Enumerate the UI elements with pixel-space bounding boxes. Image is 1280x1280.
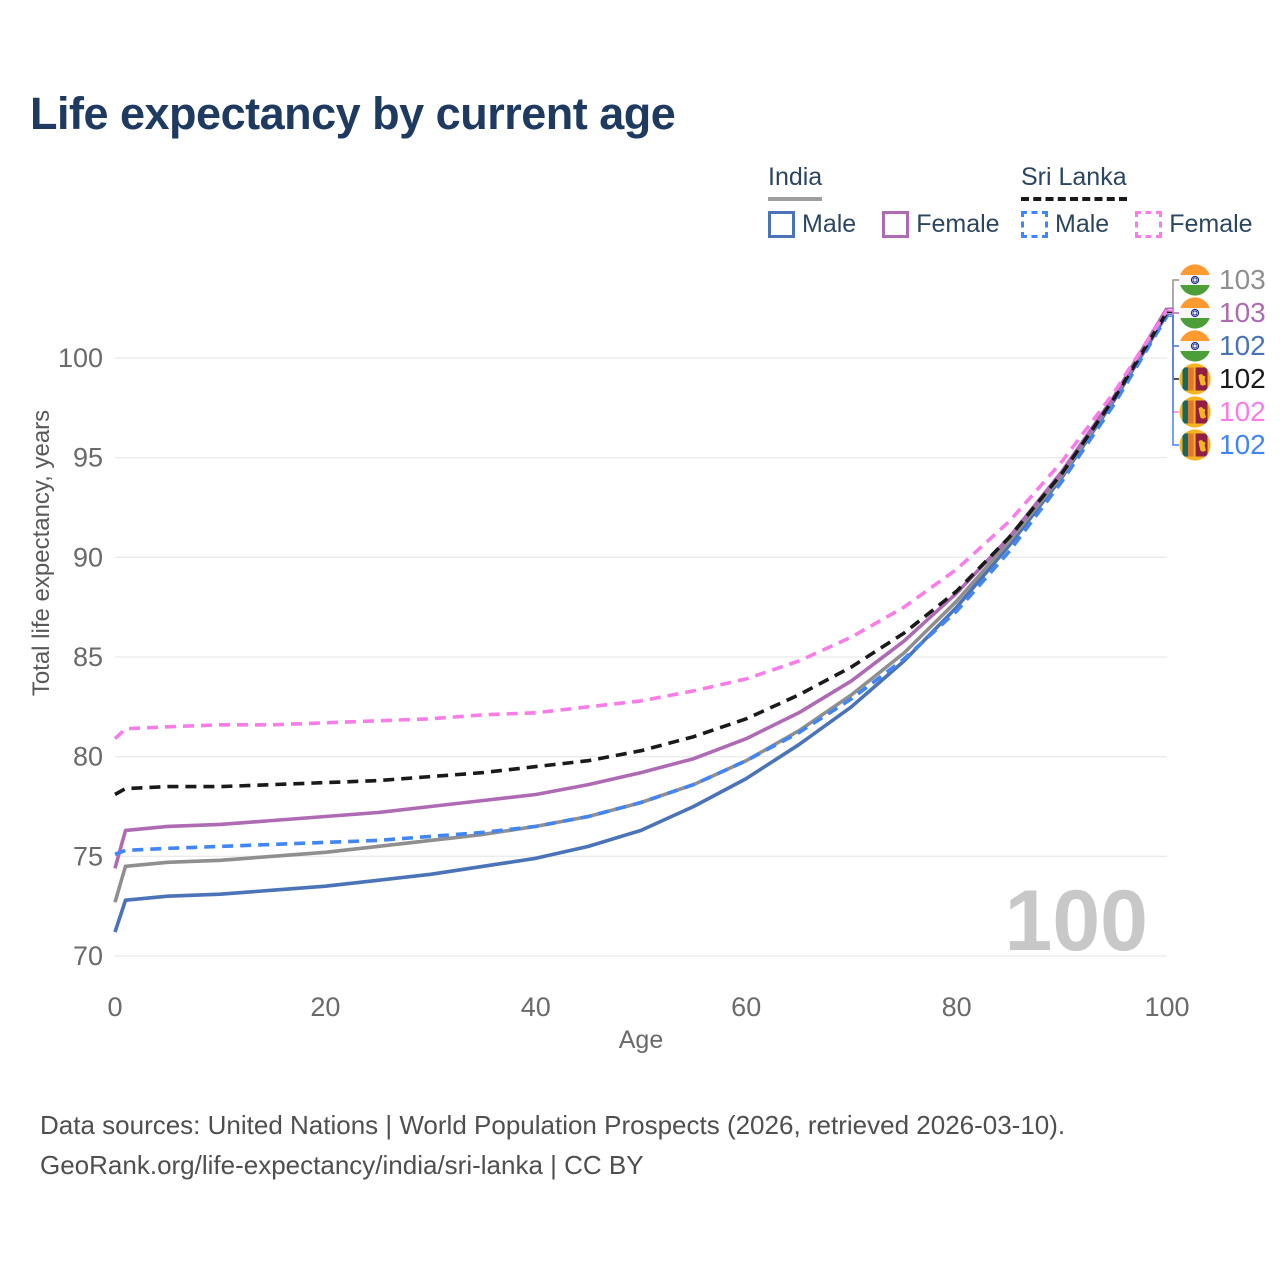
series-line-india-female[interactable]	[113, 307, 1169, 869]
end-label-value: 103	[1219, 297, 1266, 328]
series-line-sri-lanka-total[interactable]	[114, 311, 1169, 797]
legend-sri-lanka-male-text: Male	[1055, 210, 1110, 238]
legend-sri-lanka-label[interactable]: Sri Lanka	[1021, 163, 1127, 201]
sri-lanka-flag-icon	[1179, 396, 1211, 428]
series-line-india-male[interactable]	[113, 313, 1169, 933]
sri-lanka-male-swatch	[1021, 211, 1048, 238]
footer-sources: Data sources: United Nations | World Pop…	[40, 1110, 1066, 1140]
end-label-value: 102	[1219, 396, 1266, 427]
x-tick-0: 0	[107, 992, 122, 1022]
legend-group-sri-lanka: Sri Lanka Male Female	[1021, 163, 1279, 239]
x-tick-100: 100	[1144, 992, 1189, 1022]
footer: Data sources: United Nations | World Pop…	[40, 1105, 1065, 1185]
end-label-india-female: 103	[1179, 297, 1266, 329]
x-tick-60: 60	[731, 992, 761, 1022]
end-label-value: 103	[1219, 264, 1266, 295]
x-tick-20: 20	[310, 992, 340, 1022]
sri-lanka-female-swatch	[1135, 211, 1163, 238]
x-tick-80: 80	[942, 992, 972, 1022]
leader-line-sri-lanka-male	[1167, 315, 1179, 446]
y-tick-100: 100	[58, 343, 103, 373]
end-label-india-total: 103	[1179, 264, 1266, 296]
legend-india-female[interactable]: Female	[882, 210, 1000, 239]
x-axis-title: Age	[618, 1026, 664, 1054]
india-flag-icon	[1179, 297, 1211, 329]
series-line-sri-lanka-male[interactable]	[114, 315, 1169, 856]
legend-india-female-text: Female	[916, 210, 1000, 238]
x-tick-40: 40	[521, 992, 551, 1022]
footer-link: GeoRank.org/life-expectancy/india/sri-la…	[40, 1150, 644, 1180]
legend-india-label[interactable]: India	[768, 163, 823, 201]
end-label-sri-lanka-male: 102	[1179, 429, 1266, 461]
leader-line-india-total	[1167, 279, 1179, 311]
india-flag-icon	[1179, 264, 1211, 296]
y-tick-75: 75	[73, 841, 103, 871]
end-label-value: 102	[1219, 363, 1266, 394]
sri-lanka-flag-icon	[1179, 429, 1211, 461]
legend-group-india: India Male Female	[768, 163, 1026, 239]
y-tick-70: 70	[73, 941, 103, 971]
y-tick-90: 90	[73, 542, 103, 572]
end-label-sri-lanka-female: 102	[1179, 396, 1266, 428]
india-flag-icon	[1179, 330, 1211, 362]
end-label-value: 102	[1219, 330, 1266, 361]
end-label-india-male: 102	[1179, 330, 1266, 362]
y-tick-85: 85	[73, 642, 103, 672]
y-tick-95: 95	[73, 443, 103, 473]
y-tick-80: 80	[73, 742, 103, 772]
legend-india-male-text: Male	[802, 210, 857, 238]
india-female-swatch	[882, 211, 910, 238]
end-label-value: 102	[1219, 429, 1266, 460]
legend-sri-lanka-female[interactable]: Female	[1135, 210, 1253, 239]
age-watermark: 100	[1004, 873, 1149, 969]
india-male-swatch	[768, 211, 795, 238]
series-line-india-total[interactable]	[113, 309, 1169, 903]
end-label-sri-lanka-total: 102	[1179, 363, 1266, 395]
legend-sri-lanka-male[interactable]: Male	[1021, 210, 1109, 239]
sri-lanka-flag-icon	[1179, 363, 1211, 395]
legend-sri-lanka-female-text: Female	[1169, 210, 1253, 238]
legend-india-male[interactable]: Male	[768, 210, 856, 239]
page-title: Life expectancy by current age	[30, 88, 676, 139]
series-line-sri-lanka-female[interactable]	[113, 309, 1169, 741]
